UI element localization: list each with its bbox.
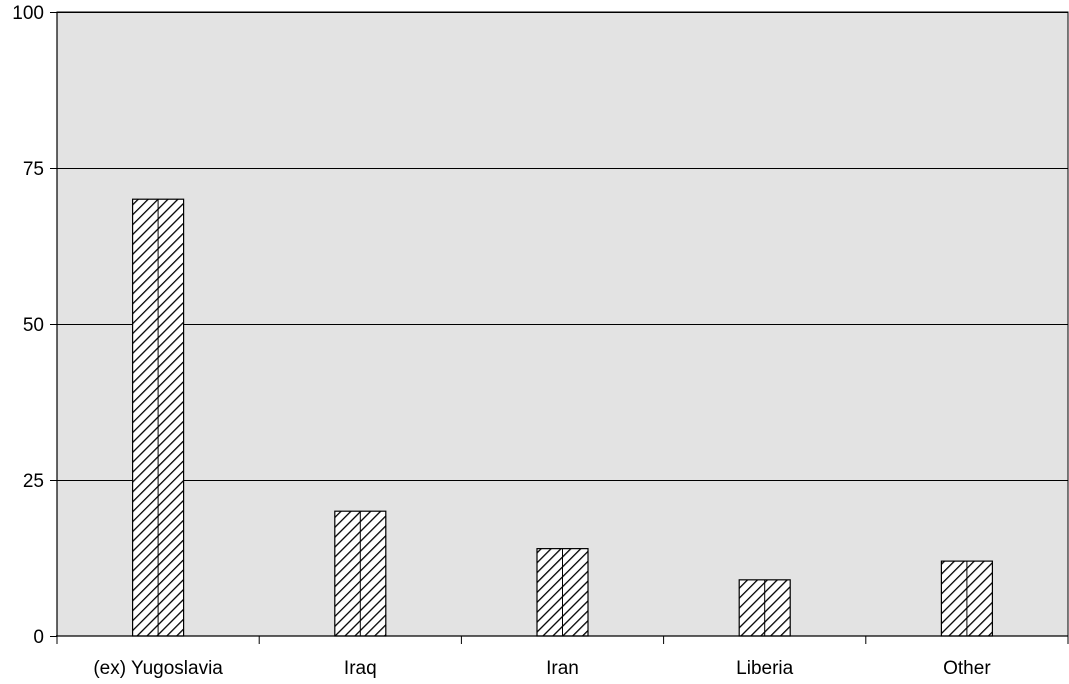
bar-0 xyxy=(132,198,185,637)
y-tick-label-100: 100 xyxy=(12,3,44,24)
bar-3 xyxy=(738,579,791,637)
x-tick-label-2: Iran xyxy=(546,658,579,679)
y-tick-label-0: 0 xyxy=(33,627,44,648)
x-tick-label-0: (ex) Yugoslavia xyxy=(93,658,223,679)
y-tick-label-75: 75 xyxy=(23,159,44,180)
x-tick-labels: (ex) Yugoslavia Iraq Iran Liberia Other xyxy=(93,658,991,679)
y-tick-labels: 0 25 50 75 100 xyxy=(12,3,44,648)
bar-4 xyxy=(940,560,994,637)
x-tick-label-4: Other xyxy=(943,658,991,679)
x-tick-label-3: Liberia xyxy=(736,658,793,679)
axes xyxy=(50,12,1069,644)
x-tick-label-1: Iraq xyxy=(344,658,377,679)
bar-2 xyxy=(536,548,589,637)
y-tick-label-50: 50 xyxy=(23,315,44,336)
y-tick-label-25: 25 xyxy=(23,471,44,492)
gridlines xyxy=(57,12,1068,481)
bar-1 xyxy=(334,510,387,637)
